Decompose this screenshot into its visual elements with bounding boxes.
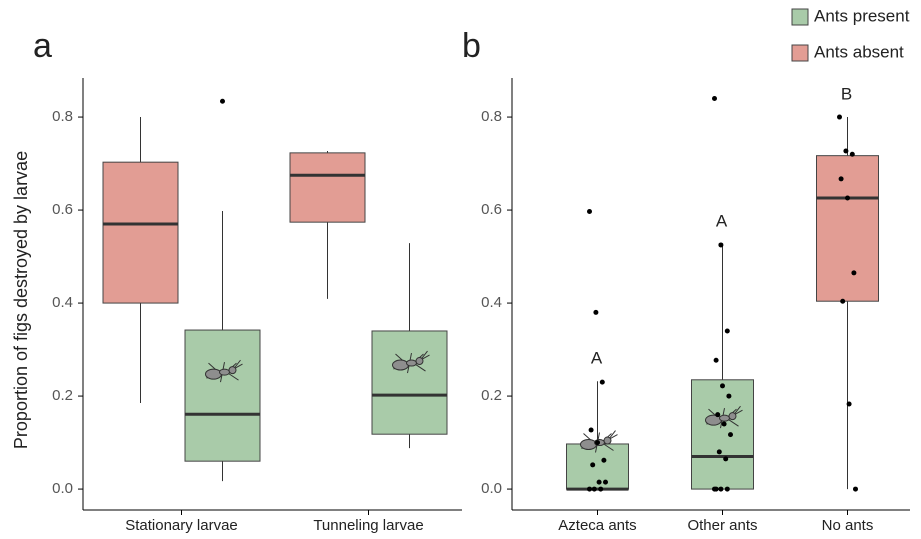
y-tick-label: 0.0 [481, 480, 502, 497]
y-tick-label: 0.4 [481, 294, 502, 311]
ant-body [581, 440, 597, 450]
data-point [712, 96, 717, 101]
y-tick-label: 0.2 [52, 387, 73, 404]
ant-head [416, 358, 423, 365]
outlier [220, 99, 225, 104]
box [290, 153, 365, 222]
annotation: A [716, 211, 728, 230]
data-point [725, 328, 730, 333]
data-point [840, 299, 845, 304]
data-point [847, 401, 852, 406]
x-tick-label: Other ants [687, 517, 757, 534]
legend-swatch [792, 9, 808, 25]
y-tick-label: 0.6 [481, 201, 502, 218]
data-point [725, 487, 730, 492]
ant-head [229, 367, 236, 374]
data-point [850, 152, 855, 157]
data-point [722, 421, 727, 426]
data-point [597, 480, 602, 485]
y-tick-label: 0.8 [52, 108, 73, 125]
legend-label: Ants absent [814, 42, 904, 61]
x-tick-label: Stationary larvae [125, 517, 238, 534]
data-point [592, 487, 597, 492]
page: a 0.0 0.2 0.4 0.6 0.8 Proportion of figs destr… [0, 0, 921, 539]
box [372, 331, 447, 434]
data-point [728, 432, 733, 437]
data-point [589, 428, 594, 433]
data-point [714, 358, 719, 363]
y-tick-label: 0.8 [481, 108, 502, 125]
data-point [603, 480, 608, 485]
panel-label: a [33, 27, 52, 65]
data-point [600, 380, 605, 385]
data-point [598, 487, 603, 492]
box [817, 156, 879, 302]
data-point [595, 440, 600, 445]
data-point [726, 394, 731, 399]
data-point [593, 310, 598, 315]
data-point [851, 270, 856, 275]
data-point [723, 456, 728, 461]
ant-head [604, 437, 611, 444]
y-axis-label: Proportion of figs destroyed by larvae [11, 151, 31, 449]
data-point [587, 487, 592, 492]
y-tick-label: 0.6 [52, 201, 73, 218]
ant-body [393, 360, 409, 370]
panel-label: b [462, 27, 481, 65]
box [103, 162, 178, 303]
ant-body [720, 415, 730, 421]
data-point [717, 449, 722, 454]
chart: a 0.0 0.2 0.4 0.6 0.8 Proportion of figs destr… [0, 0, 921, 539]
data-point [853, 487, 858, 492]
box [185, 330, 260, 461]
y-tick-label: 0.4 [52, 294, 73, 311]
ant-head [729, 413, 736, 420]
y-tick-label: 0.0 [52, 480, 73, 497]
annotation: B [841, 85, 852, 104]
ant-body [407, 360, 417, 366]
ant-body [220, 369, 230, 375]
x-tick-label: Tunneling larvae [313, 517, 423, 534]
y-tick-label: 0.2 [481, 387, 502, 404]
data-point [837, 115, 842, 120]
annotation: A [591, 349, 603, 368]
data-point [714, 487, 719, 492]
data-point [718, 487, 723, 492]
data-point [843, 149, 848, 154]
box [692, 380, 754, 489]
data-point [839, 176, 844, 181]
data-point [845, 195, 850, 200]
legend-swatch [792, 45, 808, 61]
data-point [715, 412, 720, 417]
data-point [590, 462, 595, 467]
ant-body [206, 369, 222, 379]
x-tick-label: No ants [822, 517, 874, 534]
x-tick-label: Azteca ants [558, 517, 636, 534]
legend-label: Ants present [814, 6, 910, 25]
data-point [587, 209, 592, 214]
data-point [720, 383, 725, 388]
data-point [718, 242, 723, 247]
data-point [601, 458, 606, 463]
